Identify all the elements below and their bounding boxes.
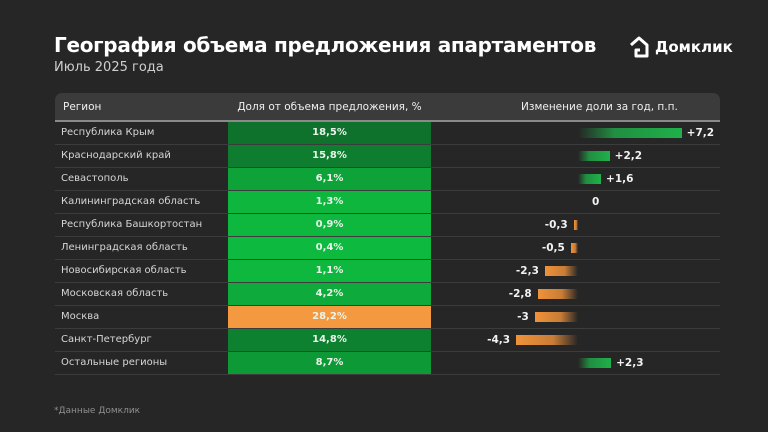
change-label: -4,3 (487, 334, 511, 346)
change-bar-negative (544, 266, 578, 276)
share-cell: 14,8% (228, 329, 431, 351)
change-label: -2,8 (508, 288, 532, 300)
share-cell: 0,9% (228, 214, 431, 236)
change-bar-negative (537, 289, 578, 299)
change-label: -3 (517, 311, 529, 323)
share-cell: 6,1% (228, 168, 431, 190)
table-row: Московская область 4,2% -2,8 (55, 283, 720, 306)
change-label: +1,6 (606, 173, 634, 185)
house-logo-icon (628, 36, 650, 58)
table-row: Санкт-Петербург 14,8% -4,3 (55, 329, 720, 352)
change-label: +2,2 (614, 150, 643, 162)
page-subtitle: Июль 2025 года (54, 60, 164, 75)
change-bar-positive (578, 174, 602, 184)
share-cell: 8,7% (228, 352, 431, 374)
page-title: География объема предложения апартаменто… (54, 33, 597, 57)
region-name: Санкт-Петербург (61, 334, 152, 345)
change-label: -0,5 (541, 242, 565, 254)
brand-logo: Домклик (628, 36, 733, 58)
brand-name: Домклик (655, 38, 733, 56)
region-table: Регион Доля от объема предложения, % Изм… (55, 93, 720, 375)
share-cell: 28,2% (228, 306, 431, 328)
share-cell: 15,8% (228, 145, 431, 167)
change-bar-negative (534, 312, 578, 322)
share-cell: 4,2% (228, 283, 431, 305)
region-name: Ленинградская область (61, 242, 188, 253)
change-label: -2,3 (515, 265, 539, 277)
change-bar-negative (573, 220, 578, 230)
region-name: Краснодарский край (61, 150, 171, 161)
share-cell: 1,1% (228, 260, 431, 282)
change-label: +7,2 (686, 127, 715, 139)
share-cell: 18,5% (228, 122, 431, 144)
share-cell: 0,4% (228, 237, 431, 259)
table-row: Калининградская область 1,3% 0 (55, 191, 720, 214)
region-name: Республика Башкортостан (61, 219, 203, 230)
table-body: Республика Крым 18,5% +7,2 Краснодарский кр… (55, 122, 720, 375)
table-row: Республика Крым 18,5% +7,2 (55, 122, 720, 145)
change-bar-negative (570, 243, 578, 253)
footnote: *Данные Домклик (54, 406, 141, 416)
share-cell: 1,3% (228, 191, 431, 213)
region-name: Москва (61, 311, 100, 322)
change-label: +2,3 (616, 357, 644, 369)
table-row: Республика Башкортостан 0,9% -0,3 (55, 214, 720, 237)
region-name: Остальные регионы (61, 357, 168, 368)
table-row: Москва 28,2% -3 (55, 306, 720, 329)
region-name: Республика Крым (61, 127, 155, 138)
table-row: Новосибирская область 1,1% -2,3 (55, 260, 720, 283)
column-header-share: Доля от объема предложения, % (237, 101, 422, 113)
change-label: -0,3 (544, 219, 568, 231)
change-bar-positive (578, 128, 682, 138)
region-name: Новосибирская область (61, 265, 187, 276)
region-name: Севастополь (61, 173, 129, 184)
change-bar-positive (578, 358, 612, 368)
column-header-region: Регион (63, 101, 102, 113)
change-bar-positive (578, 151, 610, 161)
table-row: Краснодарский край 15,8% +2,2 (55, 145, 720, 168)
table-row: Ленинградская область 0,4% -0,5 (55, 237, 720, 260)
change-label: 0 (592, 196, 600, 208)
table-header: Регион Доля от объема предложения, % Изм… (55, 93, 720, 122)
column-header-change: Изменение доли за год, п.п. (521, 101, 678, 113)
table-row: Остальные регионы 8,7% +2,3 (55, 352, 720, 375)
table-row: Севастополь 6,1% +1,6 (55, 168, 720, 191)
region-name: Калининградская область (61, 196, 201, 207)
region-name: Московская область (61, 288, 169, 299)
change-bar-negative (516, 335, 578, 345)
